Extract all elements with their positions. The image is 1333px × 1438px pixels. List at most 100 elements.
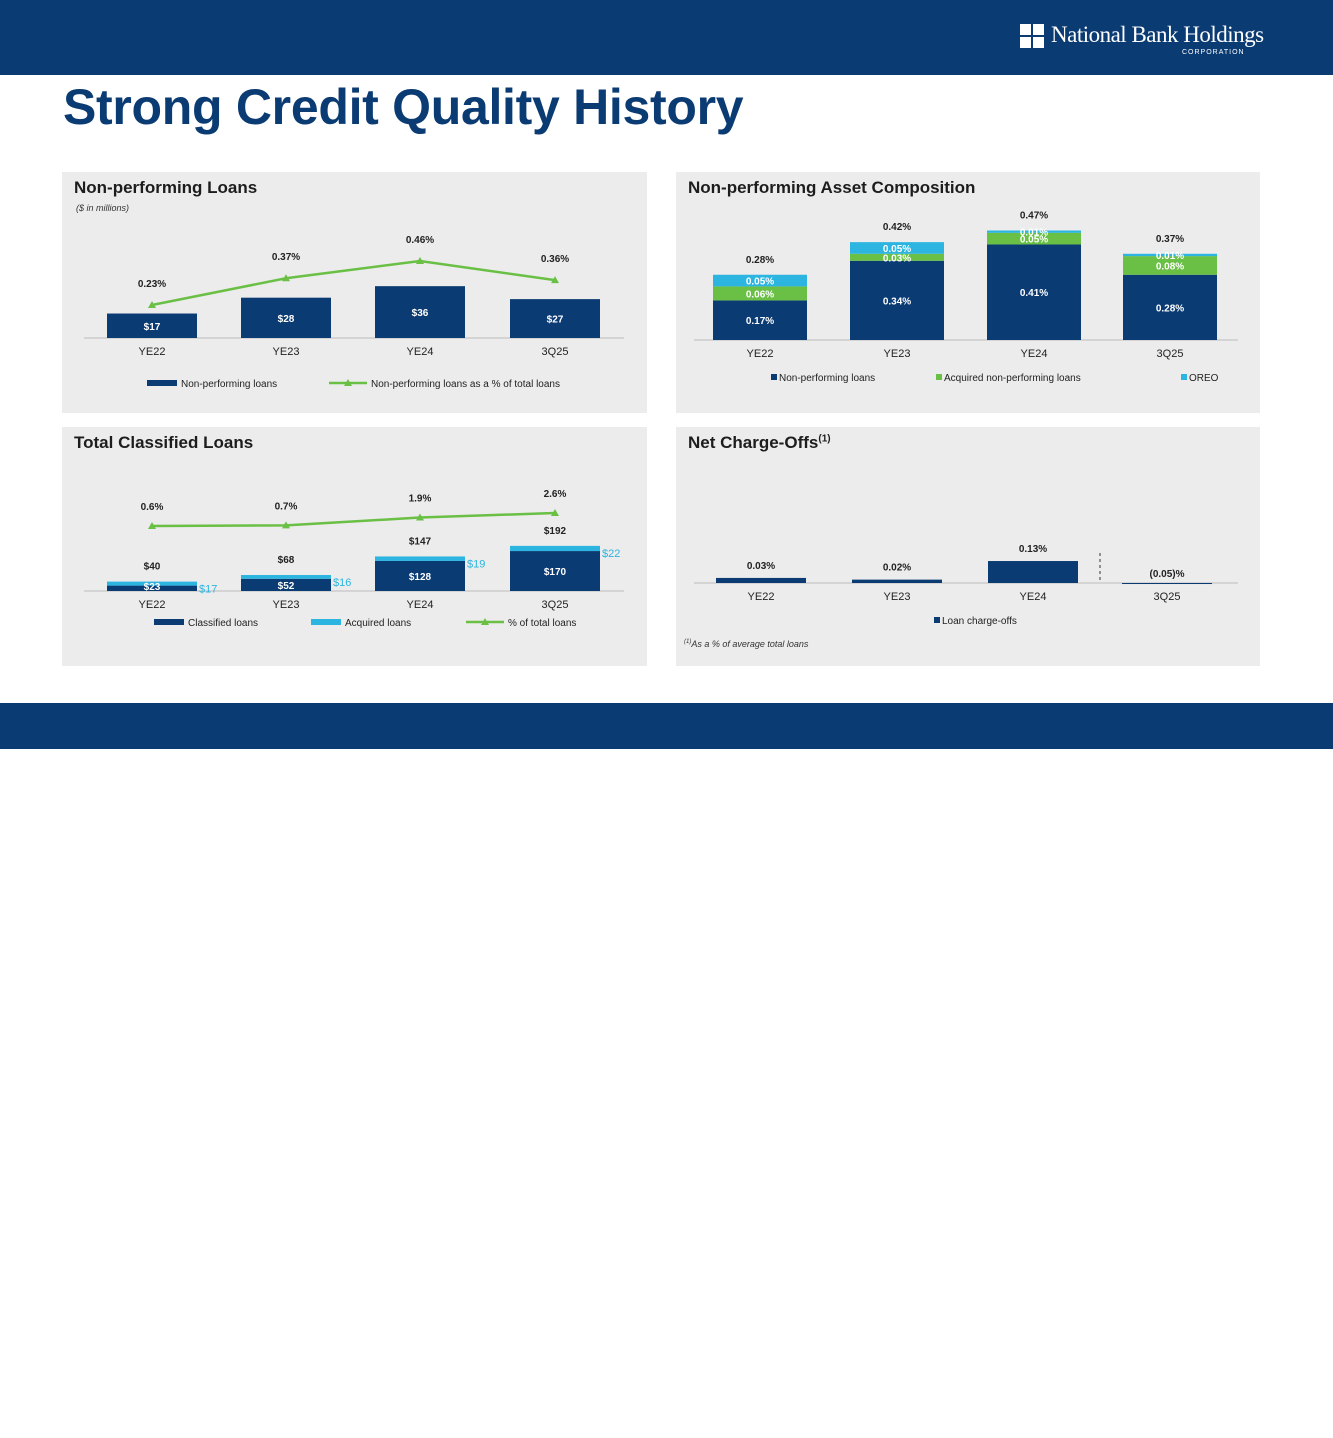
x-tick-label: YE22: [747, 348, 774, 360]
legend-marker: [344, 379, 352, 386]
line-marker: [282, 274, 290, 282]
legend-swatch: [771, 374, 777, 380]
panel-non-performing-loans: Non-performing Loans ($ in millions) $17…: [62, 172, 647, 413]
legend-swatch: [1181, 374, 1187, 380]
footnote-marker: (1): [818, 433, 831, 445]
legend-label: Loan charge-offs: [942, 616, 1017, 627]
acquired-label: $16: [333, 577, 351, 589]
bar: [988, 561, 1078, 583]
acquired-label: $19: [467, 558, 485, 570]
segment-label: 0.17%: [746, 316, 774, 327]
x-tick-label: 3Q25: [1154, 591, 1181, 603]
segment-label: 0.06%: [746, 289, 774, 300]
bar-label: 0.02%: [883, 563, 911, 574]
segment-label: 0.05%: [746, 277, 774, 288]
bar-segment: [987, 232, 1081, 245]
x-tick-label: YE23: [884, 348, 911, 360]
bar-segment: [713, 274, 807, 287]
bar-segment: [107, 585, 197, 591]
segment-label: 0.34%: [883, 296, 911, 307]
bar-segment: [850, 242, 944, 254]
legend-label: Classified loans: [188, 618, 258, 629]
logo-mark-icon: [1020, 24, 1044, 48]
bar-segment: [375, 556, 465, 561]
bar-segment: [850, 253, 944, 261]
bar-label: 0.03%: [747, 561, 775, 572]
x-tick-label: 3Q25: [542, 346, 569, 358]
line-label: 0.6%: [141, 502, 164, 513]
panel-npa-composition: Non-performing Asset Composition 0.17% 0.…: [676, 172, 1260, 413]
bar-label: $36: [412, 308, 429, 319]
total-label: 0.47%: [1020, 210, 1048, 221]
line-label: 0.46%: [406, 235, 434, 246]
tcl-chart: $23 $17 $40 YE22 $52 $16 $68 YE23 $128 $19 $147 YE2…: [84, 489, 624, 629]
panel-total-classified-loans: Total Classified Loans $23 $17 $40 YE22 $52 $…: [62, 427, 647, 666]
npa-chart: 0.17%0.06%0.05%0.28%YE220.34%0.03%0.05%0…: [694, 210, 1238, 384]
total-label: 0.28%: [746, 255, 774, 266]
x-tick-label: 3Q25: [1157, 348, 1184, 360]
segment-label: 0.41%: [1020, 288, 1048, 299]
bar: [510, 299, 600, 338]
bar-label: $128: [409, 572, 432, 583]
panel-title-text: Net Charge-Offs: [688, 433, 819, 452]
total-label: $68: [278, 555, 295, 566]
legend-label: Non-performing loans: [779, 373, 875, 384]
npl-chart: $17 YE22 $28 YE23 $36 YE24 $27 3Q25 0.23% 0.37% 0.…: [84, 235, 624, 390]
segment-label: 0.05%: [883, 244, 911, 255]
line-series: [151, 259, 556, 307]
x-tick-label: YE23: [884, 591, 911, 603]
bar-label: $52: [278, 581, 295, 592]
segment-label: 0.28%: [1156, 303, 1184, 314]
x-tick-label: 3Q25: [542, 599, 569, 611]
segment-label: 0.05%: [1020, 235, 1048, 246]
legend-label: OREO: [1189, 373, 1219, 384]
legend-swatch: [147, 380, 177, 386]
top-banner: National Bank Holdings CORPORATION: [0, 0, 1333, 75]
line-marker: [148, 522, 156, 529]
page-title: Strong Credit Quality History: [63, 79, 744, 135]
x-tick-label: YE23: [273, 346, 300, 358]
total-label: $147: [409, 536, 432, 547]
x-tick-label: YE23: [273, 599, 300, 611]
x-tick-label: YE22: [139, 599, 166, 611]
nco-chart: 0.03% YE22 0.02% YE23 0.13% YE24 (0.05)% 3Q25 Lo…: [694, 544, 1238, 627]
segment-label: 0.01%: [1020, 228, 1048, 239]
bar: [107, 313, 197, 338]
x-tick-label: YE24: [407, 346, 434, 358]
x-tick-label: YE24: [407, 599, 434, 611]
footnote-text: As a % of average total loans: [691, 639, 809, 649]
x-tick-label: YE22: [748, 591, 775, 603]
line-marker: [551, 276, 559, 284]
line-label: 0.7%: [275, 501, 298, 512]
bar-label: $28: [278, 314, 295, 325]
panel-net-charge-offs: Net Charge-Offs(1) (1)As a % of average …: [676, 427, 1260, 666]
bar-label: $170: [544, 567, 567, 578]
bar-segment: [987, 230, 1081, 233]
line-marker: [416, 513, 424, 521]
bar-segment: [510, 551, 600, 591]
logo-subtext: CORPORATION: [1182, 49, 1245, 56]
bar-segment: [107, 581, 197, 586]
x-tick-label: YE22: [139, 346, 166, 358]
bar-segment: [510, 545, 600, 552]
legend-swatch: [311, 619, 341, 625]
total-label: 0.42%: [883, 222, 911, 233]
x-tick-label: YE24: [1020, 591, 1047, 603]
bar-segment: [987, 244, 1081, 340]
line-marker: [551, 509, 559, 516]
line-label: 0.37%: [272, 252, 300, 263]
bar-segment: [1123, 256, 1217, 275]
line-label: 2.6%: [544, 489, 567, 500]
bar-label: $23: [144, 582, 161, 593]
bar-segment: [1123, 274, 1217, 340]
line-marker: [282, 521, 290, 529]
bar-segment: [241, 575, 331, 579]
bar-segment: [375, 560, 465, 591]
legend-label: % of total loans: [508, 618, 576, 629]
total-label: $192: [544, 526, 567, 537]
bar-segment: [241, 578, 331, 591]
bar-segment: [713, 300, 807, 340]
line-label: 0.23%: [138, 279, 166, 290]
acquired-label: $22: [602, 548, 620, 560]
x-tick-label: YE24: [1021, 348, 1048, 360]
